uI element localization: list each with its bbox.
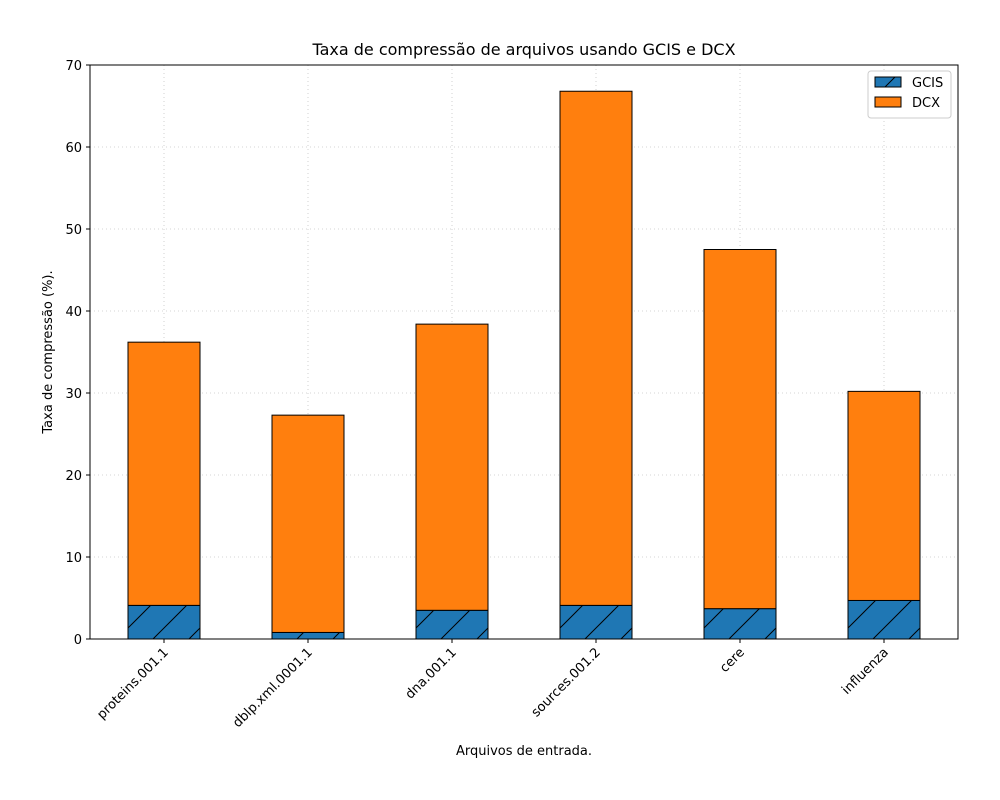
bar-dcx-dblp-xml-0001-1 bbox=[271, 414, 345, 633]
y-tick-label: 50 bbox=[65, 223, 82, 238]
y-tick-label: 70 bbox=[65, 59, 82, 74]
bar-dcx-influenza bbox=[847, 390, 921, 601]
y-tick-label: 40 bbox=[65, 305, 82, 320]
bar-dcx-proteins-001-1 bbox=[127, 341, 201, 606]
y-axis-label: Taxa de compressão (%). bbox=[41, 270, 56, 434]
y-tick-label: 10 bbox=[65, 551, 82, 566]
legend: GCIS DCX bbox=[867, 70, 952, 119]
bar-dcx-sources-001-2 bbox=[559, 90, 633, 606]
legend-swatch-dcx bbox=[874, 96, 902, 108]
bar-gcis-proteins-001-1 bbox=[127, 604, 201, 640]
legend-label-dcx: DCX bbox=[912, 96, 940, 111]
chart-title: Taxa de compressão de arquivos usando GC… bbox=[311, 40, 735, 59]
legend-swatch-gcis bbox=[874, 76, 902, 88]
axes-frame bbox=[89, 64, 959, 640]
y-axis-ticks: 0 10 20 30 40 50 60 70 bbox=[65, 59, 90, 648]
y-tick-label: 30 bbox=[65, 387, 82, 402]
y-tick-label: 60 bbox=[65, 141, 82, 156]
bar-gcis-dblp-xml-0001-1 bbox=[271, 631, 345, 640]
legend-label-gcis: GCIS bbox=[912, 76, 943, 91]
bar-gcis-sources-001-2 bbox=[559, 604, 633, 640]
bars bbox=[127, 90, 921, 640]
bar-gcis-dna-001-1 bbox=[415, 609, 489, 640]
bar-dcx-dna-001-1 bbox=[415, 323, 489, 611]
x-axis-label: Arquivos de entrada. bbox=[456, 744, 592, 759]
bar-gcis-cere bbox=[703, 608, 777, 640]
y-tick-label: 0 bbox=[74, 633, 82, 648]
y-tick-label: 20 bbox=[65, 469, 82, 484]
bar-dcx-cere bbox=[703, 249, 777, 610]
bar-gcis-influenza bbox=[847, 599, 921, 640]
